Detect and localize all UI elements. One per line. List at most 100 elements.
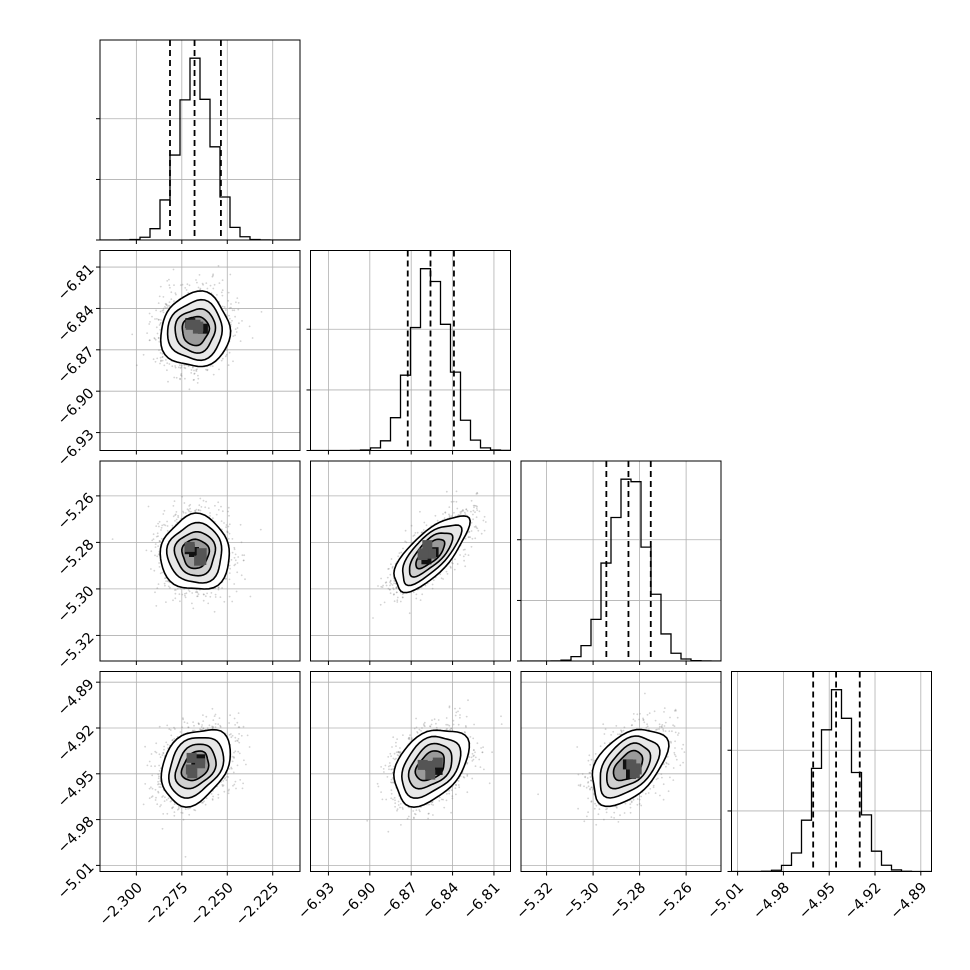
scatter-point	[390, 797, 393, 800]
scatter-point	[392, 736, 395, 739]
scatter-point	[227, 299, 230, 302]
scatter-point	[144, 783, 147, 785]
scatter-point	[148, 797, 151, 800]
scatter-point	[182, 717, 184, 719]
scatter-point	[147, 505, 150, 508]
scatter-point	[469, 536, 472, 539]
scatter-point	[159, 322, 162, 325]
scatter-point	[459, 511, 462, 513]
scatter-point	[419, 810, 421, 813]
scatter-point	[395, 751, 398, 754]
scatter-point	[197, 377, 200, 380]
density-cell	[187, 768, 198, 779]
scatter-point	[587, 785, 590, 788]
scatter-point	[434, 514, 437, 517]
y-tick-label: −6.81	[55, 261, 98, 304]
scatter-point	[399, 751, 402, 753]
scatter-point	[187, 807, 190, 810]
scatter-point	[168, 301, 171, 304]
scatter-point	[619, 733, 621, 736]
scatter-point	[211, 725, 214, 728]
scatter-point	[228, 523, 231, 526]
scatter-point	[464, 731, 466, 734]
scatter-point	[228, 307, 231, 310]
scatter-point	[390, 792, 393, 795]
scatter-point	[157, 553, 160, 556]
scatter-point	[156, 587, 159, 589]
scatter-point	[155, 742, 158, 745]
scatter-point	[230, 306, 232, 309]
scatter-point	[408, 738, 411, 741]
scatter-point	[455, 793, 457, 796]
scatter-point	[245, 763, 247, 766]
scatter-point	[442, 798, 444, 801]
scatter-point	[660, 725, 663, 728]
scatter-point	[166, 529, 169, 532]
scatter-point	[445, 728, 448, 731]
scatter-point	[234, 559, 237, 562]
scatter-point	[237, 302, 240, 304]
scatter-point	[210, 793, 213, 795]
scatter-point	[459, 716, 461, 719]
scatter-point	[174, 292, 177, 294]
scatter-point	[226, 775, 228, 778]
scatter-point	[201, 728, 204, 731]
scatter-point	[629, 811, 632, 814]
scatter-point	[446, 793, 448, 795]
scatter-point	[406, 817, 409, 820]
scatter-point	[450, 500, 453, 503]
scatter-point	[166, 304, 169, 307]
scatter-point	[449, 565, 452, 568]
scatter-point	[395, 741, 397, 744]
scatter-point	[396, 599, 399, 602]
scatter-point	[212, 795, 215, 798]
density-cell	[184, 541, 195, 552]
scatter-point	[620, 730, 623, 733]
scatter-point	[168, 284, 171, 287]
scatter-point	[148, 339, 151, 341]
scatter-point	[233, 783, 236, 786]
scatter-point	[476, 492, 479, 495]
scatter-point	[212, 373, 215, 376]
scatter-point	[677, 734, 679, 736]
scatter-point	[662, 783, 665, 786]
scatter-point	[445, 723, 448, 726]
scatter-point	[383, 771, 385, 773]
scatter-point	[662, 730, 665, 732]
x-tick-label: −5.30	[560, 880, 603, 923]
scatter-point	[197, 509, 200, 511]
scatter-point	[431, 801, 434, 804]
scatter-point	[209, 284, 212, 287]
scatter-point	[666, 755, 669, 758]
scatter-point	[631, 724, 633, 726]
scatter-point	[227, 506, 230, 509]
scatter-point	[663, 763, 665, 765]
scatter-point	[387, 830, 390, 833]
scatter-point	[162, 795, 165, 797]
scatter-point	[466, 510, 469, 512]
scatter-point	[199, 288, 201, 291]
scatter-point	[190, 372, 193, 374]
scatter-point	[439, 573, 442, 576]
scatter-point	[423, 521, 426, 524]
scatter-point	[448, 515, 451, 517]
scatter-point	[228, 788, 230, 791]
scatter-point	[196, 382, 199, 384]
scatter-point	[473, 526, 476, 528]
x-tick-label: −5.32	[513, 880, 556, 923]
scatter-point	[217, 509, 220, 511]
scatter-point	[228, 514, 230, 517]
scatter-point	[186, 722, 189, 724]
scatter-point	[193, 373, 196, 375]
scatter-point	[214, 723, 217, 725]
scatter-point	[589, 788, 591, 791]
density-panel-2-1	[310, 460, 511, 665]
y-tick-label: −4.89	[55, 677, 98, 720]
scatter-point	[202, 499, 205, 502]
scatter-point	[240, 541, 243, 544]
scatter-point	[230, 766, 233, 769]
scatter-point	[234, 315, 237, 318]
scatter-point	[165, 303, 168, 306]
density-cell	[186, 752, 197, 763]
scatter-point	[233, 583, 236, 585]
